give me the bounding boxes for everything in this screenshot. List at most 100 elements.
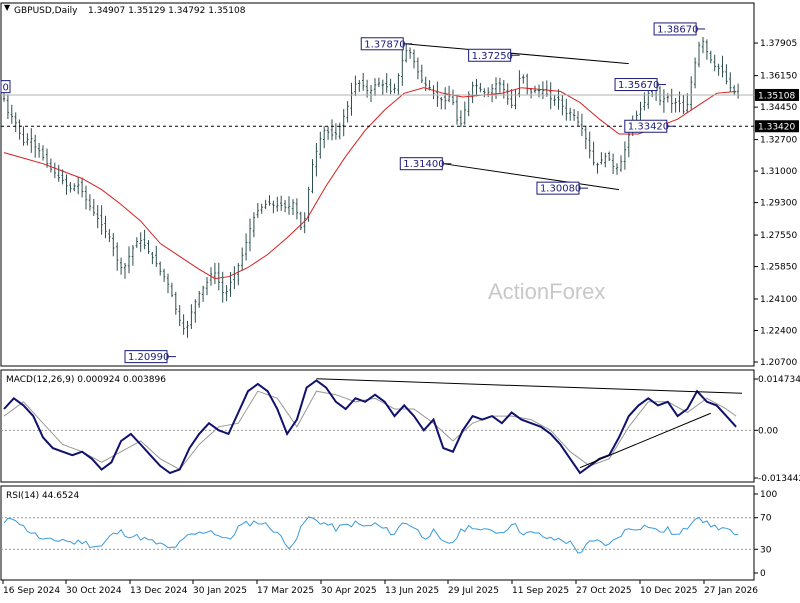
level-label: 1.30080 [540, 184, 581, 195]
ohlc-bar [80, 177, 84, 198]
ohlc-bar [600, 152, 603, 165]
ohlc-bar [627, 130, 630, 158]
ohlc-bar [57, 164, 60, 182]
ohlc-bar [565, 98, 568, 121]
axis-layer: 1.37905 1.36150 1.34450 1.32700 1.31000 1.293… [2, 39, 800, 596]
ohlc-bar [53, 162, 56, 179]
ohlc-bar [451, 89, 455, 105]
ohlc-bar [77, 176, 80, 195]
ohlc-bar [131, 245, 135, 266]
macd-trendline [579, 412, 711, 469]
ohlc-bar [350, 82, 353, 116]
ohlc-bars [2, 37, 740, 338]
ohlc-bar [561, 94, 564, 116]
ohlc-bar [483, 88, 486, 98]
ohlc-bar [569, 107, 572, 121]
ohlc-bar [264, 199, 267, 210]
ohlc-bar [244, 233, 248, 261]
ohlc-bar [2, 91, 6, 102]
y-tick-label: 1.31000 [760, 167, 797, 177]
level-box [468, 48, 512, 62]
ohlc-bar [354, 75, 357, 97]
ohlc-bar [201, 285, 205, 302]
ohlc-bar [170, 282, 174, 298]
macd-tick-label: 0.014734 [758, 375, 800, 385]
ohlc-bar [721, 55, 724, 78]
x-tick-label: 27 Jan 2026 [704, 586, 758, 596]
ohlc-bar [705, 39, 709, 60]
ohlc-bar [315, 143, 318, 177]
macd-tick-label: -0.013442 [758, 474, 800, 484]
ohlc-bar [674, 97, 677, 113]
macd-tick-label: 0.00 [758, 426, 778, 436]
level-label: 1.35670 [618, 80, 659, 91]
ohlc-bar [123, 262, 127, 279]
x-tick-label: 13 Dec 2024 [130, 586, 188, 596]
ohlc-bar [736, 83, 740, 99]
ohlc-bar [303, 212, 306, 234]
ohlc-bar [537, 84, 541, 98]
macd-title: MACD(12,26,9) 0.000924 0.003896 [6, 375, 166, 385]
macd-panel-frame [0, 369, 755, 483]
ohlc-bar [639, 101, 642, 124]
ohlc-bar [580, 113, 584, 137]
ohlc-bar [401, 49, 404, 86]
ohlc-bar [709, 50, 712, 64]
ohlc-values: 1.34907 1.35129 1.34792 1.35108 [88, 6, 246, 16]
ohlc-bar [233, 266, 236, 290]
ohlc-bar [506, 83, 509, 105]
ohlc-bar [701, 37, 705, 54]
level-box [624, 119, 668, 133]
ohlc-bar [256, 203, 259, 218]
ohlc-bar [444, 87, 447, 110]
ohlc-bar [186, 320, 189, 338]
ohlc-bar [139, 232, 142, 252]
menu-triangle-icon[interactable]: ▼ [4, 3, 11, 12]
ohlc-bar [549, 82, 552, 110]
x-tick-label: 27 Oct 2025 [576, 586, 632, 596]
ohlc-bar [45, 148, 49, 168]
ohlc-bar [545, 80, 548, 97]
ohlc-bar [268, 195, 271, 206]
ohlc-bar [41, 145, 45, 161]
ohlc-bar [198, 290, 201, 308]
level-label: 1.38670 [657, 24, 698, 35]
ohlc-bar [584, 125, 587, 150]
ohlc-bar [147, 240, 150, 254]
ohlc-bar [155, 245, 158, 267]
ohlc-bar [670, 88, 673, 113]
ohlc-bar [381, 79, 384, 96]
ohlc-bar [342, 109, 345, 137]
ohlc-bar [487, 87, 490, 98]
y-tick-label: 1.34450 [760, 103, 797, 113]
ohlc-bar [283, 200, 287, 213]
ohlc-bar [729, 72, 732, 92]
support-label: 1.33420 [758, 123, 795, 133]
ohlc-bar [272, 200, 275, 214]
ohlc-bar [514, 89, 517, 110]
x-tick-label: 16 Sep 2024 [3, 586, 60, 596]
rsi-line [3, 516, 739, 554]
ohlc-bar [61, 169, 64, 185]
x-tick-label: 10 Dec 2025 [640, 586, 698, 596]
y-tick-label: 1.36150 [760, 72, 797, 82]
ohlc-bar [299, 211, 302, 230]
ohlc-bar [725, 64, 728, 85]
ohlc-bar [291, 199, 295, 215]
ohlc-bar [463, 101, 466, 125]
ohlc-bar [420, 64, 423, 83]
ohlc-bar [135, 237, 138, 248]
ohlc-bar [459, 110, 463, 127]
rsi-tick-label: 70 [760, 514, 772, 524]
ohlc-bar [84, 185, 88, 210]
level-label: 1.31400 [403, 159, 444, 170]
current-price-label: 1.35108 [758, 91, 795, 101]
ohlc-bar [405, 43, 408, 63]
y-tick-label: 1.27550 [760, 231, 797, 241]
macd-line [3, 379, 737, 475]
level-box [124, 350, 168, 364]
x-tick-label: 30 Apr 2025 [321, 586, 377, 596]
ohlc-bar [611, 153, 615, 174]
ohlc-bar [116, 242, 119, 271]
